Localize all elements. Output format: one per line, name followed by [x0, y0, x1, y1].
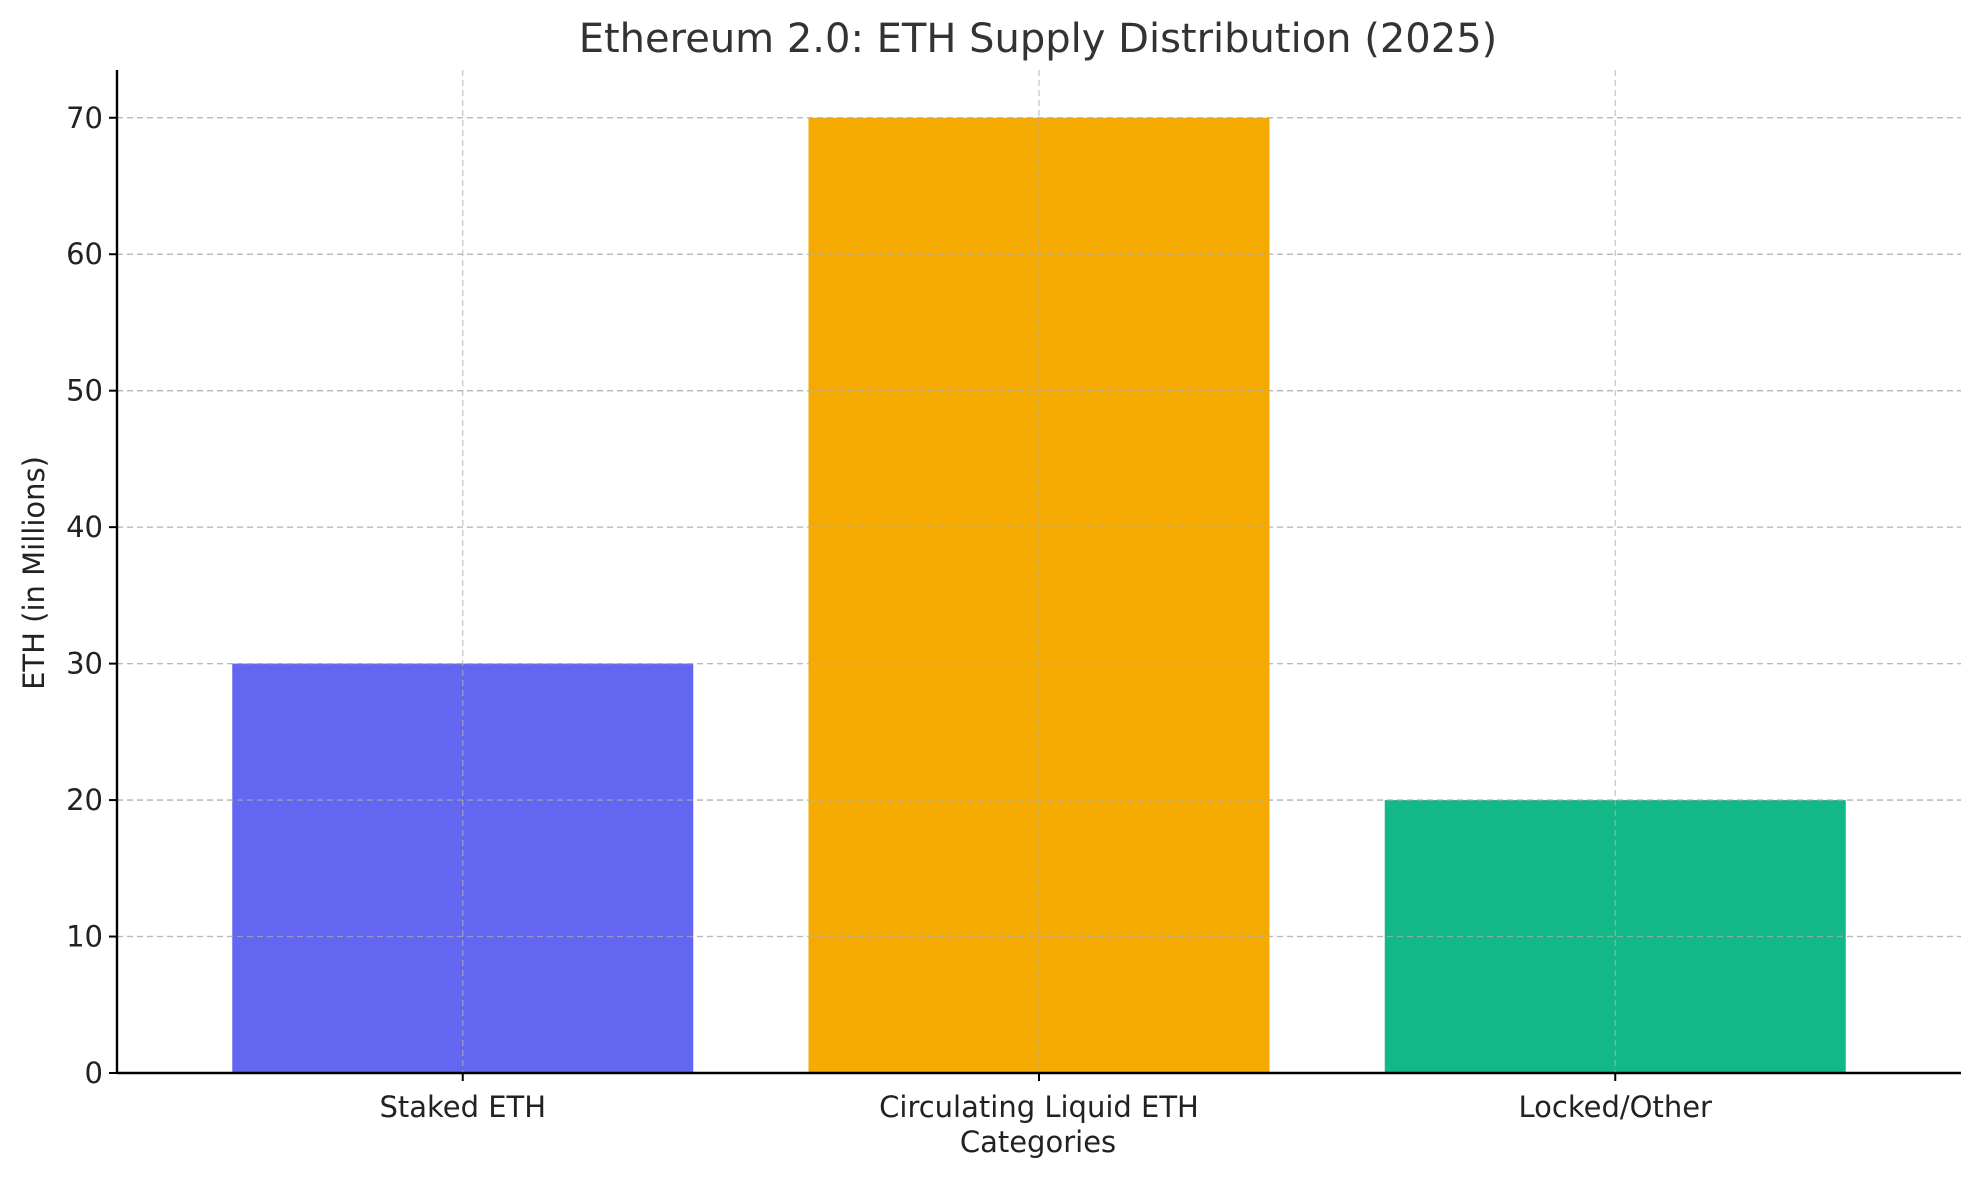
y-tick-label: 10	[66, 920, 103, 954]
y-axis-label: ETH (in Millions)	[17, 456, 51, 690]
x-axis-label: Categories	[960, 1125, 1116, 1159]
x-tick-label: Staked ETH	[379, 1090, 546, 1124]
y-tick-label: 30	[66, 647, 103, 681]
chart-title: Ethereum 2.0: ETH Supply Distribution (2…	[579, 16, 1498, 62]
x-tick-label: Locked/Other	[1519, 1090, 1713, 1124]
tick-labels: 0 10 20 30 40 50 60 70 Staked ETH Circulating Liq…	[66, 101, 1712, 1124]
grid-overlay	[117, 70, 1961, 1073]
y-tick-label: 70	[66, 101, 103, 135]
y-tick-label: 20	[66, 783, 103, 817]
y-tick-label: 0	[85, 1056, 103, 1090]
y-tick-label: 60	[66, 237, 103, 271]
x-tick-label: Circulating Liquid ETH	[879, 1090, 1199, 1124]
y-tick-label: 50	[66, 374, 103, 408]
axes	[109, 70, 1961, 1081]
y-tick-label: 40	[66, 510, 103, 544]
